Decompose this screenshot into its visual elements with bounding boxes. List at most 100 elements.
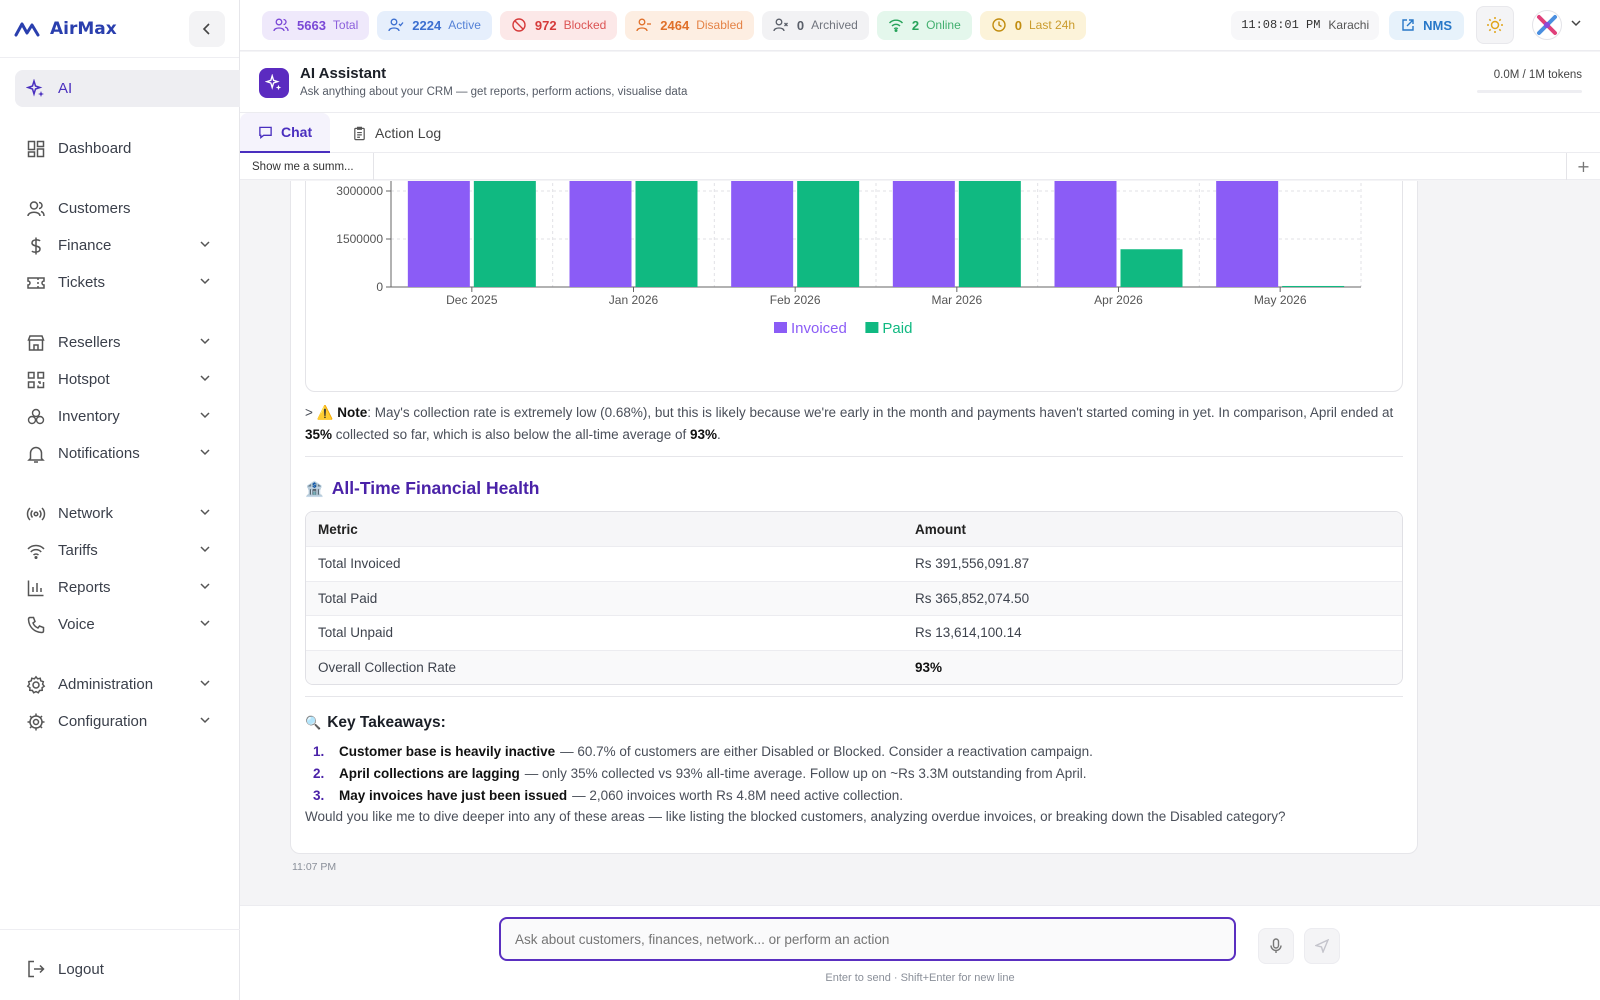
composer: Enter to send · Shift+Enter for new line — [240, 905, 1600, 1000]
y-tick-label: 1500000 — [336, 232, 383, 246]
send-button[interactable] — [1304, 928, 1340, 964]
dashboard-icon — [26, 139, 46, 159]
legend-swatch — [865, 322, 879, 333]
sidebar-item-dashboard[interactable]: Dashboard — [15, 130, 225, 167]
stat-disabled[interactable]: 2464 Disabled — [625, 10, 754, 40]
divider — [305, 696, 1403, 697]
clock: 11:08:01 PM Karachi — [1231, 10, 1380, 40]
sidebar-item-label: Dashboard — [58, 140, 132, 157]
boxes-icon — [26, 407, 46, 427]
sidebar-item-ai[interactable]: AI — [15, 70, 240, 107]
table-row: Total Unpaid Rs 13,614,100.14 — [306, 615, 1402, 650]
sidebar-item-customers[interactable]: Customers — [15, 190, 225, 227]
x-tick-label: May 2026 — [1254, 293, 1307, 307]
collapse-sidebar-button[interactable] — [189, 10, 225, 47]
stat-blocked[interactable]: 972 Blocked — [499, 10, 618, 40]
tab-chat[interactable]: Chat — [240, 113, 331, 153]
note-text: . — [717, 426, 721, 442]
sidebar-item-finance[interactable]: Finance — [15, 227, 225, 264]
bar-paid — [1120, 249, 1183, 287]
nms-link-button[interactable]: NMS — [1389, 10, 1464, 40]
logout-icon — [26, 959, 46, 979]
table-cell: Rs 365,852,074.50 — [915, 590, 1030, 606]
bar-invoiced — [1054, 181, 1117, 287]
health-title: All-Time Financial Health — [331, 478, 540, 498]
sidebar-item-tickets[interactable]: Tickets — [15, 264, 225, 301]
x-tick-label: Jan 2026 — [609, 293, 659, 307]
stat-active[interactable]: 2224 Active — [377, 10, 492, 40]
note-bold: 93% — [689, 426, 717, 442]
chevron-down-icon — [199, 371, 211, 388]
list-item-bold: Customer base is heavily inactive — [339, 743, 556, 759]
sidebar-item-notifications[interactable]: Notifications — [15, 435, 225, 472]
chat-input[interactable] — [499, 917, 1236, 961]
sidebar-item-reports[interactable]: Reports — [15, 569, 225, 606]
y-tick-label: 3000000 — [336, 184, 383, 198]
sidebar-item-voice[interactable]: Voice — [15, 606, 225, 643]
table-row: Total Invoiced Rs 391,556,091.87 — [306, 546, 1402, 581]
sidebar-item-tariffs[interactable]: Tariffs — [15, 532, 225, 569]
cog-icon — [26, 712, 46, 732]
store-icon — [26, 333, 46, 353]
gear-icon — [26, 675, 46, 695]
sidebar-item-inventory[interactable]: Inventory — [15, 398, 225, 435]
user-minus-icon — [636, 18, 652, 32]
chevron-down-icon[interactable] — [1570, 17, 1582, 33]
tab-label: Chat — [281, 124, 313, 140]
microphone-button[interactable] — [1258, 928, 1294, 964]
stat-online[interactable]: 2 Online — [876, 10, 972, 40]
app-name: AirMax — [50, 18, 117, 39]
sidebar-item-network[interactable]: Network — [15, 495, 225, 532]
note-bold: 35% — [305, 426, 333, 442]
bar-invoiced — [569, 181, 632, 287]
sidebar-item-resellers[interactable]: Resellers — [15, 324, 225, 361]
bell-icon — [26, 444, 46, 464]
y-tick-label: 0 — [376, 280, 383, 294]
session-strip: Show me a summ... + — [240, 153, 1600, 180]
logout-button[interactable]: Logout — [15, 950, 225, 988]
assistant-tabs: Chat Action Log — [240, 113, 1600, 153]
airmax-logo-icon — [14, 22, 40, 36]
table-cell: Rs 391,556,091.87 — [915, 556, 1030, 572]
theme-toggle-button[interactable] — [1476, 6, 1514, 44]
user-x-icon — [773, 18, 788, 32]
bar-chart: 0 1500000 3000000 Dec 2025 Jan 2026 Feb 2026 M… — [336, 181, 1362, 337]
ban-icon — [512, 18, 526, 32]
stat-label: Last 24h — [1029, 18, 1076, 32]
stat-total[interactable]: 5663 Total — [262, 10, 370, 40]
bar-invoiced — [1216, 181, 1279, 287]
bar-paid — [635, 181, 698, 287]
microphone-icon — [1270, 938, 1282, 953]
sidebar-item-label: Configuration — [58, 713, 148, 730]
tab-action-log[interactable]: Action Log — [352, 113, 441, 153]
list-item-bold: April collections are lagging — [339, 765, 520, 781]
stat-last-24h[interactable]: 0 Last 24h — [979, 10, 1087, 40]
list-item-text: — only 35% collected vs 93% all-time ave… — [524, 765, 1087, 781]
sidebar-item-administration[interactable]: Administration — [15, 666, 225, 703]
user-avatar[interactable] — [1532, 10, 1562, 40]
session-tab[interactable]: Show me a summ... — [240, 153, 374, 180]
legend-swatch — [774, 322, 787, 333]
nms-label: NMS — [1423, 17, 1452, 33]
list-number: 1. — [313, 743, 325, 759]
radio-icon — [26, 504, 46, 524]
table-cell: Total Unpaid — [318, 625, 394, 641]
table-header-row: Metric Amount — [306, 512, 1402, 546]
chevron-left-icon — [202, 22, 210, 35]
divider — [305, 456, 1403, 457]
sidebar-item-configuration[interactable]: Configuration — [15, 703, 225, 740]
stat-value: 2224 — [412, 17, 442, 33]
chat-scroll-area[interactable]: 0 1500000 3000000 Dec 2025 Jan 2026 Feb 2026 M… — [240, 181, 1600, 905]
chevron-down-icon — [199, 505, 211, 522]
takeaways-list: 1. Customer base is heavily inactive — 6… — [313, 740, 1403, 806]
sidebar-item-hotspot[interactable]: Hotspot — [15, 361, 225, 398]
stat-value: 0 — [1014, 17, 1022, 33]
stat-archived[interactable]: 0 Archived — [761, 10, 869, 40]
note-text: : May's collection rate is extremely low… — [367, 405, 1394, 420]
assistant-message: 0 1500000 3000000 Dec 2025 Jan 2026 Feb 2026 M… — [290, 181, 1418, 854]
table-header-cell: Metric — [318, 521, 358, 537]
sidebar-item-label: Tariffs — [58, 542, 98, 559]
stat-value: 2464 — [660, 17, 690, 33]
users-icon — [26, 199, 46, 219]
new-session-button[interactable]: + — [1566, 153, 1600, 180]
